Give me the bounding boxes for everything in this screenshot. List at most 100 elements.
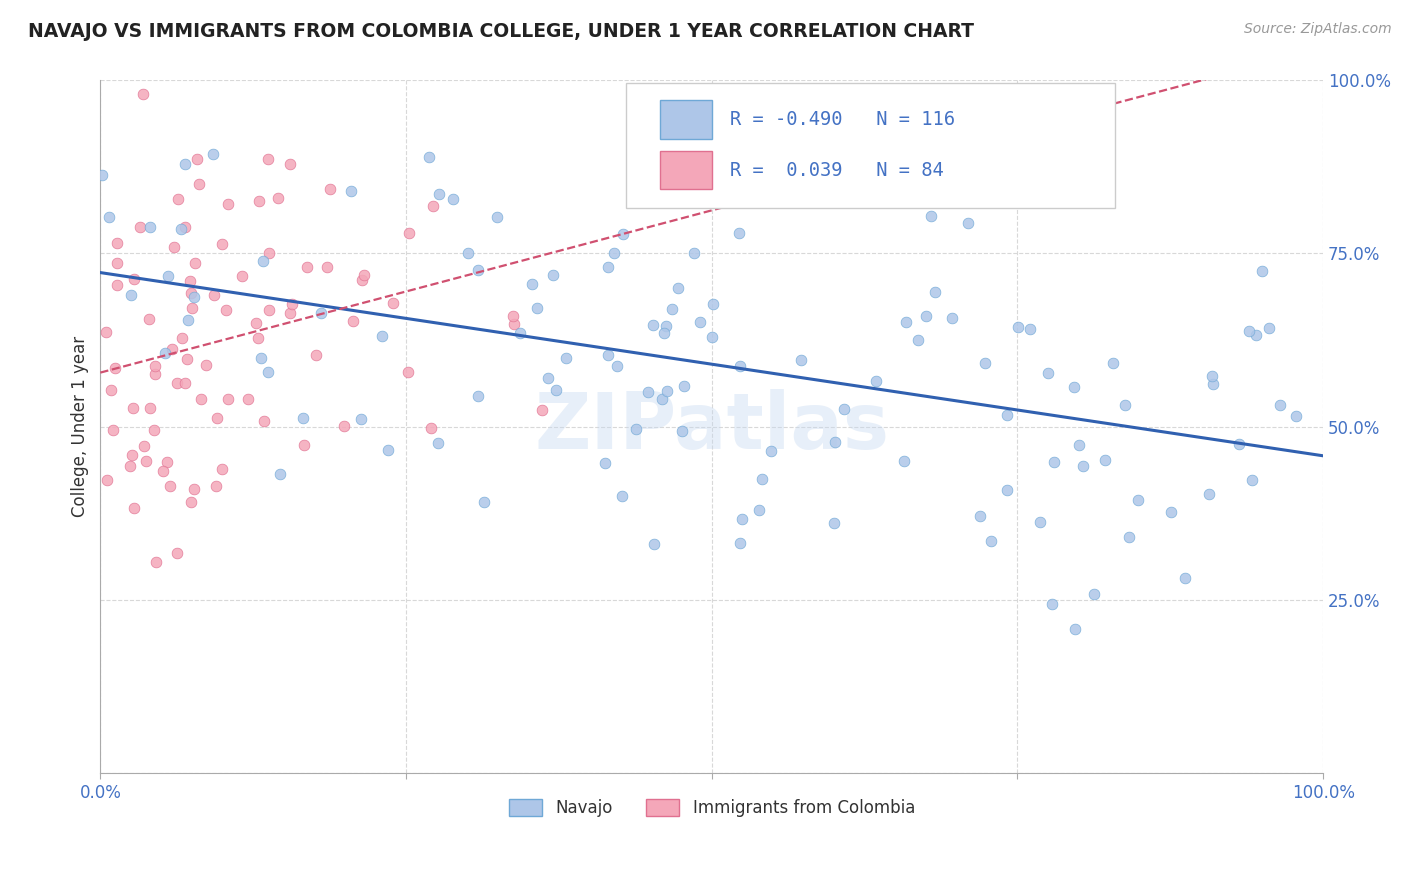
Point — [218, 392, 240, 406]
Point — [666, 281, 689, 295]
Point — [91, 168, 114, 182]
Point — [205, 479, 228, 493]
Point — [751, 472, 773, 486]
Point — [217, 196, 239, 211]
Point — [377, 443, 399, 458]
Point — [419, 421, 441, 435]
Point — [180, 495, 202, 509]
Point — [245, 316, 267, 330]
Point — [156, 455, 179, 469]
Y-axis label: College, Under 1 year: College, Under 1 year — [72, 336, 89, 517]
Point — [183, 255, 205, 269]
Point — [103, 423, 125, 437]
Point — [1069, 438, 1091, 452]
Point — [1063, 379, 1085, 393]
Point — [700, 330, 723, 344]
Point — [941, 310, 963, 325]
Point — [673, 379, 696, 393]
Point — [1040, 597, 1063, 611]
Point — [281, 297, 304, 311]
Bar — [661, 101, 711, 138]
Point — [995, 483, 1018, 498]
Point — [316, 260, 339, 274]
Point — [920, 209, 942, 223]
Point — [427, 187, 450, 202]
Point — [155, 346, 177, 360]
Point — [1102, 356, 1125, 370]
Point — [350, 411, 373, 425]
Point — [457, 246, 479, 260]
Point — [924, 285, 946, 300]
Text: R = -0.490   N = 116: R = -0.490 N = 116 — [730, 110, 955, 129]
Point — [606, 359, 628, 373]
Point — [122, 272, 145, 286]
Point — [671, 425, 693, 439]
Text: R =  0.039   N = 84: R = 0.039 N = 84 — [730, 161, 943, 179]
Point — [309, 306, 332, 320]
Point — [596, 348, 619, 362]
Point — [166, 192, 188, 206]
Point — [174, 157, 197, 171]
Point — [823, 516, 845, 531]
Point — [1007, 320, 1029, 334]
Point — [252, 254, 274, 268]
Point — [139, 219, 162, 234]
Point — [1019, 322, 1042, 336]
Point — [152, 464, 174, 478]
Point — [502, 310, 524, 324]
FancyBboxPatch shape — [626, 84, 1115, 208]
Point — [1029, 516, 1052, 530]
Point — [202, 146, 225, 161]
Point — [1063, 622, 1085, 636]
Point — [118, 458, 141, 473]
Point — [98, 210, 121, 224]
Point — [253, 414, 276, 428]
Point — [730, 359, 752, 374]
Point — [894, 315, 917, 329]
Point — [231, 268, 253, 283]
Point — [832, 402, 855, 417]
Point — [211, 237, 233, 252]
Point — [382, 296, 405, 310]
Point — [603, 246, 626, 260]
Point — [789, 353, 811, 368]
Point — [145, 368, 167, 382]
Point — [526, 301, 548, 315]
Point — [121, 448, 143, 462]
Point — [129, 220, 152, 235]
Point — [257, 152, 280, 166]
Point — [1198, 487, 1220, 501]
Point — [610, 489, 633, 503]
Point — [143, 423, 166, 437]
Point — [100, 383, 122, 397]
Point — [139, 401, 162, 416]
Point — [1240, 473, 1263, 487]
Point — [596, 260, 619, 274]
Point — [997, 408, 1019, 422]
Point — [814, 176, 837, 190]
Point — [120, 288, 142, 302]
Point — [661, 302, 683, 317]
Point — [648, 109, 671, 123]
Point — [353, 268, 375, 283]
Point — [541, 268, 564, 282]
Point — [105, 236, 128, 251]
Point — [441, 193, 464, 207]
Point — [157, 268, 180, 283]
Point — [655, 384, 678, 399]
Bar — [661, 151, 711, 189]
Point — [371, 328, 394, 343]
Point — [170, 222, 193, 236]
Point — [966, 181, 988, 195]
Point — [652, 326, 675, 340]
Point — [426, 435, 449, 450]
Point — [914, 309, 936, 323]
Point — [166, 546, 188, 560]
Point — [969, 509, 991, 524]
Point — [702, 297, 724, 311]
Point — [537, 371, 560, 385]
Point — [1251, 264, 1274, 278]
Point — [1118, 530, 1140, 544]
Point — [595, 456, 617, 470]
Point — [730, 512, 752, 526]
